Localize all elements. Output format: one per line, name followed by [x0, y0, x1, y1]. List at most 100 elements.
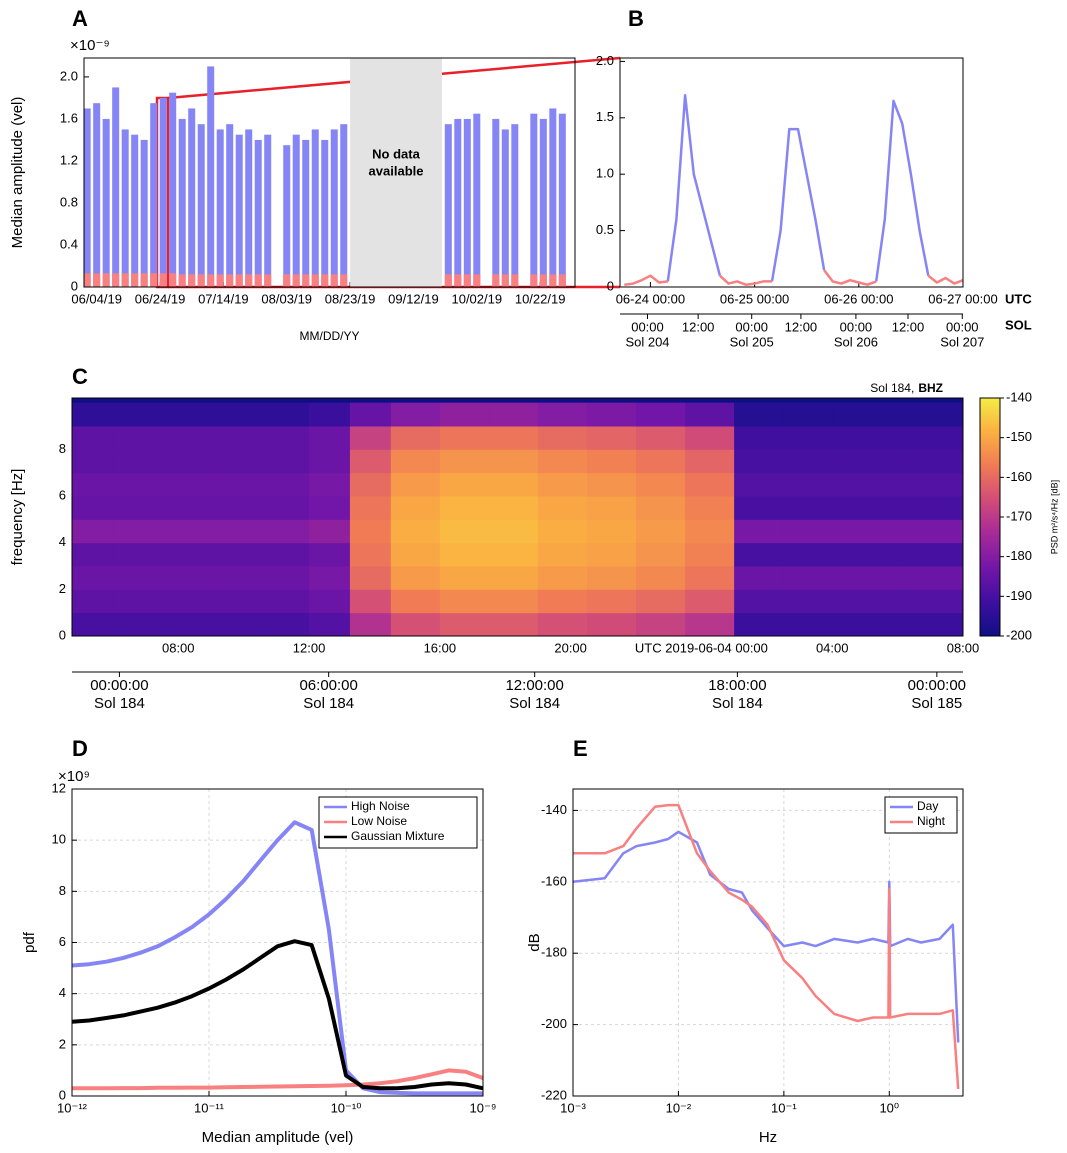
heatmap-cell: [897, 589, 964, 614]
heatmap-cell: [783, 612, 833, 637]
legend-label: Gaussian Mixture: [351, 829, 445, 843]
bar: [340, 274, 348, 287]
bar: [264, 274, 272, 287]
bar: [558, 113, 566, 287]
heatmap-cell: [161, 472, 212, 497]
heatmap-cell: [832, 589, 899, 614]
sol-tick-label: 12:00: [785, 319, 818, 334]
heatmap-cell: [161, 496, 212, 520]
heatmap-cell: [260, 496, 310, 520]
heatmap-cell: [260, 519, 310, 544]
heatmap-cell: [586, 496, 637, 520]
bar: [539, 118, 547, 287]
heatmap-cell: [210, 566, 261, 590]
heatmap-cell: [488, 519, 539, 544]
plot-area: [71, 820, 484, 1096]
heatmap-cell: [309, 542, 351, 567]
heatmap-cell: [636, 472, 686, 497]
y-tick-label: 2.0: [596, 53, 614, 68]
bar: [473, 274, 481, 287]
heatmap-cell: [832, 426, 899, 450]
heatmap-cell: [309, 612, 351, 637]
heatmap-cell: [897, 402, 964, 427]
bar: [102, 273, 110, 287]
y-tick-label: 6: [59, 487, 66, 502]
bar: [188, 108, 196, 287]
y-tick-label: 8: [59, 883, 66, 898]
panel-label: E: [573, 736, 588, 761]
heatmap-cell: [112, 449, 163, 474]
plot-area: [624, 93, 964, 286]
heatmap-cell: [783, 566, 833, 590]
heatmap-cell: [586, 472, 637, 497]
x-tick-label: 06-24 00:00: [616, 291, 685, 306]
heatmap-cell: [72, 449, 114, 474]
sol-axis-name: SOL: [1005, 317, 1032, 332]
heatmap-cell: [161, 519, 212, 544]
bar: [131, 134, 139, 287]
heatmap-cell: [734, 519, 784, 544]
sol-label: Sol 184: [94, 695, 145, 712]
heatmap-cell: [586, 612, 637, 637]
bar: [226, 274, 234, 287]
y-tick-label: 0: [71, 278, 78, 293]
heatmap-cell: [112, 426, 163, 450]
y-tick-label: 10: [52, 832, 66, 847]
heatmap-cell: [897, 449, 964, 474]
bar: [93, 273, 101, 287]
y-tick-label: -220: [541, 1087, 567, 1102]
heatmap-cell: [685, 426, 735, 450]
heatmap-cell: [685, 589, 735, 614]
heatmap-cell: [439, 519, 490, 544]
colorbar-tick-label: -160: [1006, 469, 1032, 484]
bar: [530, 113, 538, 287]
bar: [463, 274, 471, 287]
heatmap-cell: [439, 496, 490, 520]
y-tick-label: 0: [607, 278, 614, 293]
bar: [150, 273, 158, 287]
bar: [511, 124, 519, 288]
sol-label: Sol 207: [940, 334, 984, 349]
y-tick-label: 8: [59, 441, 66, 456]
heatmap-cell: [309, 426, 351, 450]
heatmap-cell: [210, 542, 261, 567]
series-line: [624, 269, 964, 286]
heatmap-cell: [488, 612, 539, 637]
heatmap-cell: [586, 426, 637, 450]
sol-tick-label: 00:00: [946, 319, 979, 334]
heatmap-cell: [832, 612, 899, 637]
bar: [254, 139, 262, 287]
bar: [501, 129, 509, 287]
bar: [207, 274, 215, 287]
bar: [454, 118, 462, 287]
series-line: [71, 820, 483, 1096]
heatmap-cell: [112, 402, 163, 427]
y-axis-label: pdf: [21, 931, 38, 953]
bar: [321, 139, 329, 287]
bar: [159, 97, 167, 287]
y-tick-label: -200: [541, 1016, 567, 1031]
sol-tick-label: 00:00:00: [908, 677, 966, 694]
bar: [340, 124, 348, 288]
x-axis-label: MM/DD/YY: [300, 329, 360, 343]
y-tick-label: 12: [52, 780, 66, 795]
bar: [188, 274, 196, 287]
x-tick-label: 10⁻¹⁰: [331, 1100, 362, 1115]
heatmap-cell: [161, 542, 212, 567]
heatmap-cell: [112, 519, 163, 544]
heatmap-cell: [636, 519, 686, 544]
heatmap-cell: [72, 542, 114, 567]
series-line: [71, 939, 484, 1091]
heatmap-cell: [537, 612, 588, 637]
heatmap-cell: [112, 612, 163, 637]
x-axis-name: UTC: [1005, 291, 1032, 306]
sol-tick-label: 00:00: [631, 319, 664, 334]
y-tick-label: 0.8: [60, 194, 78, 209]
bar: [444, 274, 452, 287]
x-tick-label: 04:00: [816, 640, 849, 655]
heatmap-cell: [586, 449, 637, 474]
heatmap-cell: [349, 449, 392, 474]
annotation-text: Sol 184,: [870, 381, 914, 395]
bar: [197, 124, 205, 288]
bar: [235, 274, 243, 287]
